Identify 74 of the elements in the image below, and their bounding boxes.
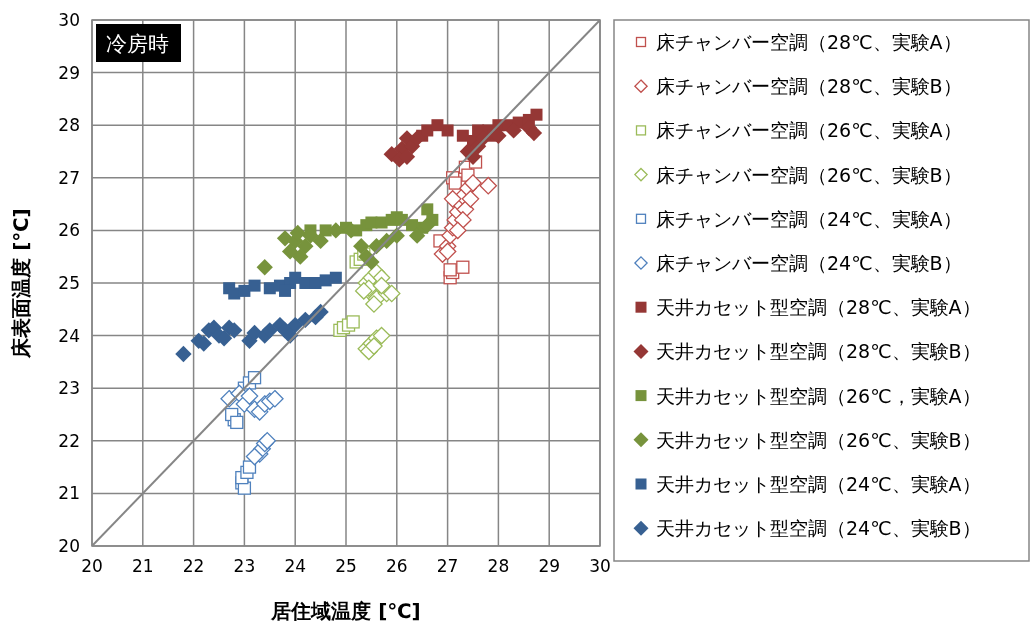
y-axis-title: 床表面温度 [℃]: [9, 208, 33, 359]
point: [382, 284, 401, 303]
x-tick-label: 29: [538, 556, 561, 576]
legend-label: 床チャンバー空調（28℃、実験A）: [656, 31, 962, 53]
y-tick-label: 24: [58, 325, 80, 346]
x-tick-label: 23: [233, 556, 256, 576]
point: [479, 176, 498, 195]
legend-label: 天井カセット型空調（26℃，実験A）: [656, 384, 981, 407]
point: [240, 387, 259, 405]
y-tick-label: 25: [58, 273, 80, 293]
point: [256, 259, 273, 276]
point: [297, 238, 314, 255]
point: [245, 447, 264, 466]
point: [353, 238, 370, 255]
x-tick-label: 24: [284, 556, 307, 576]
x-tick-label: 30: [589, 556, 611, 576]
legend-label: 天井カセット型空調（28℃、実験A）: [656, 296, 981, 319]
x-tick-label: 25: [335, 556, 357, 576]
legend-label: 天井カセット型空調（24℃、実験A）: [656, 473, 981, 495]
point: [530, 108, 543, 121]
point: [456, 260, 470, 274]
x-tick-label: 27: [436, 556, 459, 576]
x-tick-label: 22: [182, 556, 205, 576]
x-tick-label: 20: [81, 556, 103, 576]
y-tick-label: 29: [58, 62, 80, 83]
point: [464, 174, 482, 192]
point: [261, 322, 278, 339]
legend-label: 床チャンバー空調（28℃、実験B）: [656, 75, 962, 98]
point: [329, 271, 342, 284]
point: [287, 316, 304, 334]
legend-label: 床チャンバー空調（26℃、実験A）: [656, 119, 962, 142]
annotation: 冷房時: [106, 32, 169, 56]
point: [448, 221, 467, 240]
y-tick-label: 21: [58, 483, 80, 504]
point: [525, 124, 543, 142]
point: [365, 295, 383, 313]
y-tick-label: 22: [58, 430, 80, 451]
point: [372, 326, 391, 345]
legend-label: 床チャンバー空調（26℃、実験B）: [656, 163, 962, 186]
x-axis-title: 居住域温度 [℃]: [270, 599, 421, 623]
point: [354, 282, 373, 300]
point: [312, 232, 329, 250]
legend-label: 天井カセット型空調（24℃、実験B）: [656, 517, 981, 540]
point: [438, 242, 457, 261]
point: [454, 211, 472, 229]
y-tick-label: 30: [58, 10, 80, 30]
point: [461, 190, 480, 208]
point: [448, 176, 462, 190]
y-tick-label: 20: [58, 536, 80, 556]
point: [238, 284, 251, 297]
point: [431, 119, 444, 132]
y-tick-label: 27: [58, 167, 80, 188]
point: [346, 315, 360, 329]
legend-label: 天井カセット型空調（26℃、実験B）: [656, 428, 981, 451]
point: [372, 276, 391, 295]
point: [441, 124, 454, 137]
point: [443, 190, 462, 208]
point: [248, 279, 261, 292]
legend-label: 床チャンバー空調（24℃、実験B）: [656, 252, 962, 274]
y-tick-label: 26: [58, 220, 80, 241]
legend-label: 天井カセット型空調（28℃、実験B）: [656, 340, 981, 363]
y-tick-label: 23: [58, 378, 80, 399]
point: [266, 389, 284, 408]
point: [421, 203, 434, 216]
annotation: 冷房時: [96, 24, 181, 62]
x-tick-label: 21: [131, 556, 154, 576]
point: [292, 248, 309, 265]
point: [281, 243, 299, 260]
y-tick-label: 28: [58, 115, 80, 136]
x-tick-label: 26: [385, 556, 408, 576]
point: [175, 345, 192, 363]
legend-label: 床チャンバー空調（24℃、実験A）: [656, 207, 962, 230]
point: [456, 129, 469, 142]
x-tick-label: 28: [487, 556, 510, 576]
